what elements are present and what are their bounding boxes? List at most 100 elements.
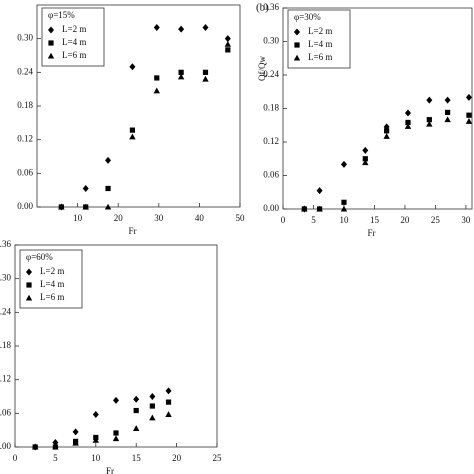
point <box>444 96 451 104</box>
x-tick-label: 15 <box>370 215 380 225</box>
x-tick-label: 10 <box>339 215 349 225</box>
x-tick-label: 25 <box>431 215 441 225</box>
point <box>82 203 89 210</box>
point <box>178 25 185 33</box>
y-tick-label: 0.00 <box>263 203 279 213</box>
legend-marker <box>294 28 300 36</box>
point <box>362 159 369 166</box>
x-tick-label: 5 <box>311 215 316 225</box>
legend-marker <box>26 268 32 276</box>
legend-title: φ=15% <box>48 10 75 20</box>
legend-label: L=6 m <box>62 50 86 60</box>
point <box>404 123 412 129</box>
point <box>301 205 308 212</box>
point <box>129 63 136 71</box>
point <box>178 69 184 75</box>
legend-marker <box>48 40 54 46</box>
y-tick-label: 0.12 <box>263 136 279 146</box>
point <box>52 443 59 450</box>
x-tick-label: 5 <box>53 453 58 463</box>
plot-frame <box>36 4 241 208</box>
x-axis-label: Fr <box>128 226 136 236</box>
point <box>445 109 451 116</box>
point <box>72 439 79 446</box>
point <box>405 119 411 126</box>
point <box>149 403 155 409</box>
x-tick-label: 30 <box>461 215 471 225</box>
legend-label: L=4 m <box>308 39 332 49</box>
point <box>52 439 59 447</box>
point <box>58 203 65 210</box>
point <box>426 120 433 127</box>
point <box>316 205 323 212</box>
point <box>92 410 99 418</box>
point <box>384 128 390 134</box>
legend-box <box>287 9 351 69</box>
point <box>92 436 99 443</box>
point <box>426 117 432 123</box>
x-tick-label: 10 <box>91 453 101 463</box>
point <box>202 69 209 75</box>
y-tick-label: 0.00 <box>17 201 33 211</box>
legend-box <box>41 7 105 67</box>
point <box>340 160 347 168</box>
point <box>105 156 112 164</box>
y-tick-label: 0.12 <box>17 134 33 144</box>
point <box>149 393 156 400</box>
legend-label: L=4 m <box>62 37 86 47</box>
point <box>224 35 231 43</box>
point <box>133 425 140 431</box>
legend-label: L=4 m <box>40 279 64 289</box>
legend-box <box>19 249 83 309</box>
legend-marker <box>293 54 301 61</box>
point <box>165 411 172 417</box>
point <box>426 96 433 104</box>
legend-label: L=6 m <box>40 292 64 302</box>
y-tick-label: 0.06 <box>0 407 12 417</box>
point <box>32 443 39 450</box>
x-tick-label: 25 <box>213 453 223 463</box>
x-tick-label: 20 <box>114 213 124 223</box>
y-tick-label: 0.06 <box>17 167 33 177</box>
legend-title: φ=60% <box>26 252 53 262</box>
x-tick-label: 20 <box>400 215 410 225</box>
y-tick-label: 0.12 <box>0 374 11 384</box>
point <box>224 40 232 47</box>
point <box>153 23 160 31</box>
legend-marker <box>26 282 32 288</box>
point <box>129 133 136 140</box>
y-tick-label: 0.30 <box>0 273 12 283</box>
point <box>112 435 120 442</box>
point <box>202 75 209 82</box>
point <box>113 430 119 436</box>
point <box>154 75 160 81</box>
y-tick-label: 0.30 <box>17 33 33 43</box>
point <box>383 133 390 139</box>
point <box>404 109 411 117</box>
point <box>340 205 348 212</box>
y-axis-label: Qf/Qw <box>257 56 267 81</box>
point <box>149 414 156 421</box>
legend-title: φ=30% <box>294 12 321 22</box>
point <box>225 47 231 53</box>
legend-label: L=2 m <box>62 24 86 34</box>
point <box>105 185 111 192</box>
point <box>466 112 472 118</box>
x-axis-label: Fr <box>367 228 375 238</box>
panel-label: (b) <box>256 2 269 14</box>
x-tick-label: 30 <box>154 213 164 223</box>
x-tick-label: 50 <box>236 213 246 223</box>
point <box>444 116 451 123</box>
point <box>465 93 472 101</box>
legend-marker <box>48 26 54 34</box>
point <box>202 23 209 31</box>
y-tick-label: 0.36 <box>0 239 12 249</box>
y-tick-label: 0.36 <box>263 2 279 12</box>
legend-label: L=6 m <box>308 52 332 62</box>
x-tick-label: 20 <box>172 453 182 463</box>
point <box>316 187 323 195</box>
point <box>133 407 139 414</box>
y-tick-label: 0.00 <box>0 441 12 451</box>
point <box>362 146 369 154</box>
